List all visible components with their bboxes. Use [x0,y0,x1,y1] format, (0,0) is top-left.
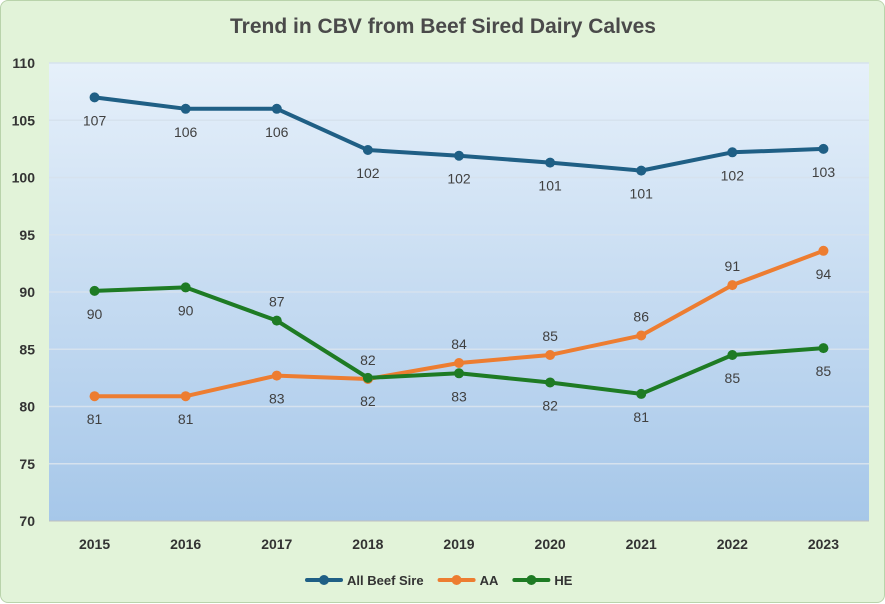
data-label: 87 [269,294,285,310]
data-label: 107 [83,112,107,128]
x-tick-label: 2022 [717,536,748,552]
data-point [271,315,282,326]
x-tick-label: 2020 [535,536,566,552]
legend-swatch-marker [319,575,329,585]
data-point [180,391,191,402]
data-point [271,103,282,114]
data-label: 81 [87,411,103,427]
y-tick-label: 110 [12,55,35,71]
data-point [818,143,829,154]
data-point [362,372,373,383]
data-point [545,157,556,168]
chart-title: Trend in CBV from Beef Sired Dairy Calve… [230,15,656,38]
y-tick-label: 80 [19,399,35,415]
x-tick-label: 2016 [170,536,201,552]
data-point [727,349,738,360]
data-label: 83 [269,391,285,407]
data-label: 85 [816,363,832,379]
data-label: 103 [812,164,836,180]
data-label: 84 [451,336,467,352]
data-label: 86 [633,309,649,325]
data-label: 81 [633,409,649,425]
data-label: 81 [178,411,194,427]
data-label: 85 [725,370,741,386]
data-label: 106 [265,124,289,140]
data-label: 101 [538,178,562,194]
data-point [89,92,100,103]
legend-swatch-marker [451,575,462,585]
y-tick-label: 100 [12,170,36,186]
data-label: 102 [721,167,745,183]
y-tick-label: 85 [19,341,35,357]
data-point [180,282,191,293]
data-label: 90 [87,306,103,322]
y-tick-label: 95 [19,227,35,243]
x-tick-label: 2019 [443,536,474,552]
x-tick-label: 2018 [352,536,383,552]
data-label: 102 [356,165,380,181]
data-label: 82 [360,352,376,368]
y-tick-label: 70 [19,513,35,529]
data-point [545,349,556,360]
data-label: 106 [174,124,198,140]
data-point [818,245,829,256]
x-tick-label: 2021 [626,536,657,552]
data-point [454,357,464,368]
data-point [454,368,464,379]
y-tick-label: 90 [19,284,35,300]
data-label: 101 [630,186,654,202]
data-point [636,330,647,341]
data-label: 83 [451,388,467,404]
data-point [89,391,100,402]
data-point [180,103,191,114]
series-layer [89,92,829,402]
data-label: 85 [542,328,558,344]
data-label-layer: 107 106 106 102 102 101 101 102 103 81 81 83 82 84 85 8… [83,112,835,427]
data-point [727,280,738,291]
data-point [89,285,100,296]
x-tick-label: 2017 [261,536,292,552]
x-tick-label: 2023 [808,536,839,552]
y-axis: 70 75 80 85 90 95 100 105 110 [12,55,36,529]
x-axis: 2015 2016 2017 2018 2019 2020 2021 2022 2023 [79,536,839,552]
data-point [271,370,282,381]
data-point [818,343,829,354]
data-point [545,377,556,388]
legend-label: All Beef Sire [347,573,424,588]
data-point [362,145,373,156]
data-label: 90 [178,302,194,318]
data-label: 82 [360,393,376,409]
data-point [636,388,647,399]
legend: All Beef Sire AA HE [305,573,573,588]
data-label: 102 [447,171,471,187]
y-tick-label: 105 [12,112,36,128]
data-label: 91 [725,258,741,274]
data-point [727,147,738,158]
legend-label: HE [554,573,572,588]
x-tick-label: 2015 [79,536,110,552]
y-tick-label: 75 [19,456,35,472]
data-point [636,165,647,176]
legend-swatch-marker [526,575,537,585]
data-label: 94 [816,266,832,282]
legend-label: AA [480,573,499,588]
data-label: 82 [542,397,558,413]
data-point [454,150,464,161]
